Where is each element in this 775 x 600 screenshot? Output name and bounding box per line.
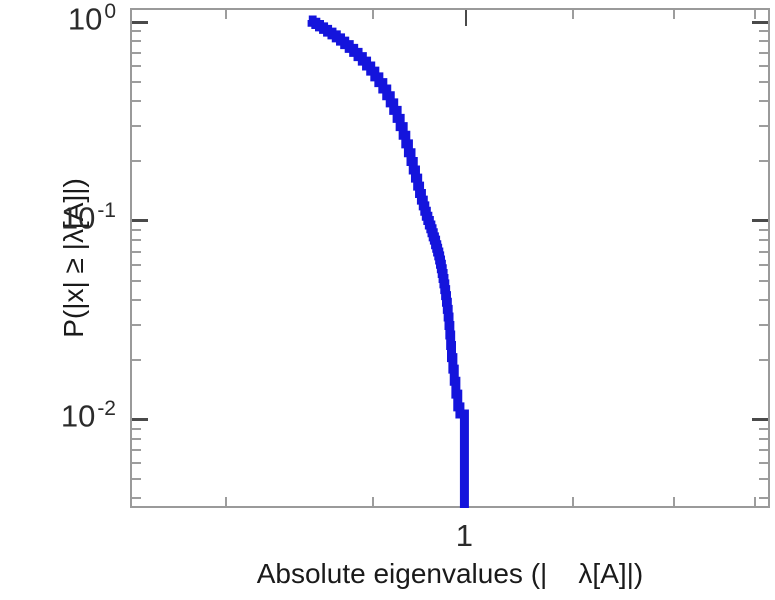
y-minor-tick xyxy=(759,100,768,103)
y-minor-tick xyxy=(132,263,141,266)
y-minor-tick xyxy=(132,124,141,127)
plot-area xyxy=(130,8,770,508)
x-major-tick xyxy=(465,490,468,506)
y-minor-tick xyxy=(759,323,768,326)
x-minor-tick xyxy=(371,10,374,19)
y-minor-tick xyxy=(759,238,768,241)
y-minor-tick xyxy=(759,228,768,231)
y-tick-exponent: 0 xyxy=(104,0,116,24)
y-minor-tick xyxy=(132,427,141,430)
x-minor-tick xyxy=(754,10,757,19)
y-major-tick xyxy=(752,417,768,421)
y-major-tick xyxy=(132,20,148,24)
y-minor-tick xyxy=(759,159,768,162)
y-minor-tick xyxy=(132,462,141,465)
y-minor-tick xyxy=(132,65,141,68)
y-minor-tick xyxy=(132,497,141,500)
x-minor-tick xyxy=(224,10,227,19)
y-tick-exponent: -1 xyxy=(97,198,116,222)
y-minor-tick xyxy=(759,427,768,430)
y-minor-tick xyxy=(759,358,768,361)
x-minor-tick xyxy=(571,497,574,506)
y-tick-label-1e-2: 10-2 xyxy=(61,398,116,431)
y-major-tick xyxy=(752,219,768,223)
x-major-tick xyxy=(465,10,468,26)
y-minor-tick xyxy=(759,51,768,54)
y-minor-tick xyxy=(132,100,141,103)
x-minor-tick xyxy=(672,497,675,506)
y-minor-tick xyxy=(132,250,141,253)
y-minor-tick xyxy=(132,358,141,361)
y-minor-tick xyxy=(132,279,141,282)
y-minor-tick xyxy=(759,437,768,440)
y-minor-tick xyxy=(132,228,141,231)
y-minor-tick xyxy=(132,298,141,301)
y-minor-tick xyxy=(759,462,768,465)
y-minor-tick xyxy=(132,478,141,481)
y-minor-tick xyxy=(759,80,768,83)
y-tick-exponent: -2 xyxy=(97,397,116,421)
y-major-tick xyxy=(752,20,768,24)
y-minor-tick xyxy=(132,238,141,241)
y-minor-tick xyxy=(132,40,141,43)
y-minor-tick xyxy=(759,124,768,127)
y-tick-mantissa: 10 xyxy=(60,398,96,434)
y-tick-mantissa: 10 xyxy=(67,1,103,37)
y-minor-tick xyxy=(132,51,141,54)
y-minor-tick xyxy=(759,279,768,282)
y-major-tick xyxy=(132,219,148,223)
y-minor-tick xyxy=(132,159,141,162)
x-minor-tick xyxy=(224,497,227,506)
y-minor-tick xyxy=(759,30,768,33)
y-tick-label-1e-1: 10-1 xyxy=(61,200,116,233)
y-minor-tick xyxy=(759,497,768,500)
x-tick-label-1: 1 xyxy=(455,518,474,553)
y-minor-tick xyxy=(132,323,141,326)
x-minor-tick xyxy=(754,497,757,506)
y-tick-mantissa: 10 xyxy=(60,200,96,236)
y-minor-tick xyxy=(759,65,768,68)
y-minor-tick xyxy=(759,250,768,253)
y-minor-tick xyxy=(132,437,141,440)
y-minor-tick xyxy=(759,298,768,301)
y-minor-tick xyxy=(759,263,768,266)
y-tick-label-1e0: 100 xyxy=(68,1,116,34)
y-minor-tick xyxy=(759,478,768,481)
y-minor-tick xyxy=(759,40,768,43)
y-minor-tick xyxy=(132,80,141,83)
x-minor-tick xyxy=(571,10,574,19)
x-axis-title: Absolute eigenvalues (| λ[A]|) xyxy=(256,558,644,589)
x-minor-tick xyxy=(672,10,675,19)
y-major-tick xyxy=(132,417,148,421)
y-minor-tick xyxy=(132,30,141,33)
x-minor-tick xyxy=(371,497,374,506)
y-minor-tick xyxy=(132,449,141,452)
y-minor-tick xyxy=(759,449,768,452)
